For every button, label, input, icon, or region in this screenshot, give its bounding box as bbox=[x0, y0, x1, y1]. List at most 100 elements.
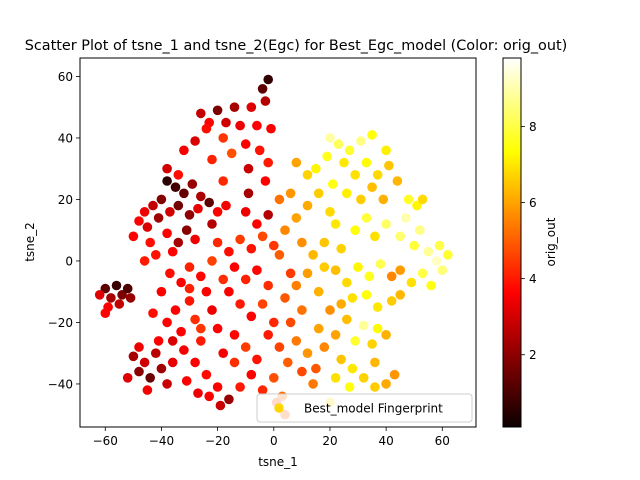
scatter-point bbox=[181, 376, 192, 386]
scatter-point bbox=[212, 105, 223, 116]
scatter-point bbox=[353, 262, 363, 272]
scatter-point bbox=[240, 274, 251, 285]
scatter-point bbox=[224, 286, 234, 297]
x-tick-label: −20 bbox=[205, 434, 230, 448]
scatter-point bbox=[280, 225, 290, 235]
y-tick-label: 20 bbox=[58, 193, 73, 207]
scatter-point bbox=[297, 237, 307, 248]
scatter-point bbox=[370, 382, 380, 392]
scatter-point bbox=[173, 170, 184, 180]
scatter-point bbox=[246, 102, 257, 112]
scatter-point bbox=[196, 191, 206, 202]
scatter-point bbox=[313, 323, 324, 334]
scatter-point bbox=[179, 188, 189, 199]
scatter-point bbox=[153, 213, 164, 223]
scatter-point bbox=[235, 299, 245, 309]
scatter-point bbox=[148, 308, 158, 319]
scatter-point bbox=[184, 262, 195, 272]
scatter-point bbox=[235, 120, 245, 131]
legend-label: Best_model Fingerprint bbox=[304, 402, 443, 416]
scatter-point bbox=[325, 133, 335, 143]
scatter-point bbox=[207, 154, 217, 165]
scatter-point bbox=[291, 157, 302, 168]
scatter-point bbox=[218, 176, 228, 186]
scatter-point bbox=[145, 373, 155, 383]
scatter-point bbox=[252, 354, 262, 365]
scatter-point bbox=[384, 160, 394, 171]
scatter-point bbox=[254, 145, 265, 156]
scatter-point bbox=[269, 373, 279, 383]
scatter-point bbox=[184, 283, 195, 294]
scatter-point bbox=[204, 197, 214, 208]
scatter-point bbox=[319, 342, 330, 352]
scatter-point bbox=[181, 225, 192, 235]
scatter-point bbox=[252, 265, 262, 276]
scatter-point bbox=[257, 385, 268, 395]
scatter-point bbox=[325, 305, 335, 315]
scatter-point bbox=[269, 240, 279, 251]
y-tick-label: 0 bbox=[65, 254, 73, 268]
scatter-point bbox=[367, 339, 377, 349]
scatter-point bbox=[165, 268, 175, 279]
scatter-point bbox=[229, 330, 240, 340]
scatter-point bbox=[361, 157, 372, 168]
scatter-point bbox=[395, 265, 406, 276]
scatter-point bbox=[367, 182, 377, 192]
scatter-point bbox=[291, 213, 302, 223]
scatter-point bbox=[325, 207, 335, 217]
scatter-point bbox=[94, 290, 105, 300]
colorbar-ticks: 2 4 6 8 bbox=[521, 120, 537, 362]
scatter-point bbox=[212, 382, 223, 392]
scatter-point bbox=[243, 188, 254, 199]
scatter-point bbox=[308, 379, 318, 389]
scatter-point bbox=[201, 123, 212, 134]
scatter-point bbox=[162, 317, 172, 328]
scatter-point bbox=[260, 176, 271, 186]
scatter-point bbox=[162, 176, 172, 186]
scatter-point bbox=[350, 170, 361, 180]
scatter-point bbox=[190, 314, 200, 325]
scatter-point bbox=[111, 280, 122, 291]
scatter-point bbox=[196, 336, 206, 346]
scatter-point bbox=[333, 139, 344, 149]
scatter-point bbox=[176, 277, 186, 288]
scatter-point bbox=[122, 283, 133, 294]
scatter-point bbox=[319, 237, 330, 248]
scatter-point bbox=[269, 317, 279, 328]
scatter-point bbox=[226, 148, 237, 159]
x-tick-label: −60 bbox=[93, 434, 118, 448]
y-tick-label: −40 bbox=[48, 377, 73, 391]
scatter-point bbox=[151, 348, 161, 359]
scatter-point bbox=[372, 302, 383, 312]
scatter-point bbox=[409, 240, 420, 251]
scatter-point bbox=[142, 222, 153, 232]
scatter-point bbox=[139, 256, 150, 266]
y-tick-label: 40 bbox=[58, 131, 73, 145]
scatter-point bbox=[367, 130, 377, 140]
scatter-point bbox=[344, 382, 355, 392]
scatter-point bbox=[142, 385, 153, 395]
chart-title: Scatter Plot of tsne_1 and tsne_2(Egc) f… bbox=[25, 38, 567, 54]
scatter-point bbox=[207, 256, 217, 266]
scatter-point bbox=[291, 280, 302, 291]
scatter-point bbox=[179, 345, 189, 355]
scatter-point bbox=[193, 388, 203, 399]
scatter-point bbox=[263, 74, 274, 85]
scatter-point bbox=[297, 305, 307, 315]
scatter-point bbox=[240, 139, 251, 149]
colorbar-tick-label: 8 bbox=[529, 120, 537, 134]
scatter-point bbox=[240, 342, 251, 352]
scatter-point bbox=[274, 250, 285, 260]
scatter-point bbox=[260, 96, 271, 106]
scatter-point bbox=[280, 293, 290, 303]
scatter-point bbox=[196, 108, 206, 119]
scatter-point bbox=[218, 348, 228, 359]
scatter-point bbox=[431, 256, 442, 266]
scatter-point bbox=[179, 145, 189, 156]
scatter-point bbox=[224, 246, 234, 257]
scatter-point bbox=[347, 293, 358, 303]
scatter-point bbox=[196, 271, 206, 282]
x-axis-label: tsne_1 bbox=[258, 455, 298, 469]
x-tick-label: 60 bbox=[435, 434, 450, 448]
scatter-point bbox=[370, 231, 380, 242]
